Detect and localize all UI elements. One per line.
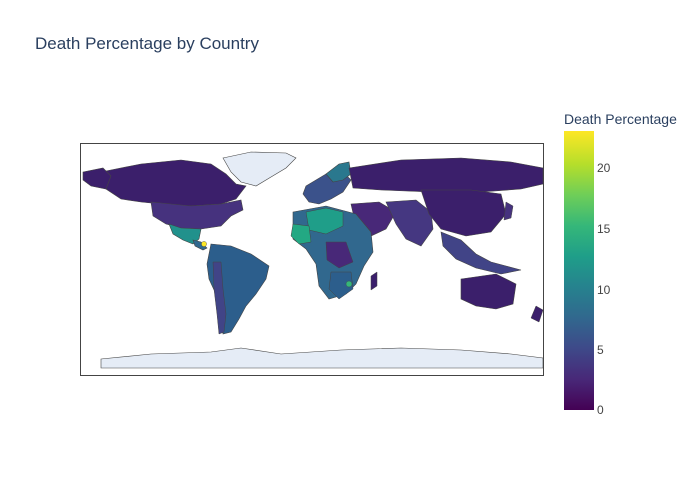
- colorbar-tick-20: 20: [597, 161, 611, 175]
- colorbar-tick-10: 10: [597, 283, 611, 297]
- region-canada: [100, 159, 247, 207]
- region-south-america-west: [212, 261, 227, 335]
- map-frame[interactable]: [80, 143, 544, 376]
- colorbar-tick-0: 0: [597, 403, 604, 417]
- region-africa-central: [325, 241, 354, 269]
- region-highlight-central-america: [201, 241, 207, 247]
- colorbar-tick-5: 5: [597, 343, 604, 357]
- region-new-zealand: [530, 305, 544, 323]
- colorbar: [564, 131, 594, 410]
- region-russia: [348, 157, 544, 193]
- region-east-asia: [420, 189, 507, 237]
- region-greenland: [222, 151, 297, 187]
- region-japan: [503, 201, 514, 221]
- region-antarctica: [100, 347, 544, 369]
- chart-title: Death Percentage by Country: [35, 34, 259, 53]
- region-south-asia: [385, 199, 434, 247]
- region-alaska: [82, 167, 112, 190]
- region-southeast-asia: [440, 231, 522, 275]
- colorbar-tick-15: 15: [597, 222, 611, 236]
- colorbar-title: Death Percentage: [564, 111, 677, 127]
- region-usa: [150, 199, 244, 230]
- region-australia: [460, 273, 517, 310]
- world-map[interactable]: [81, 144, 545, 377]
- region-highlight-southern-africa: [345, 280, 353, 288]
- region-africa-south: [328, 271, 354, 300]
- region-central-america: [192, 239, 208, 251]
- region-africa-west: [290, 223, 312, 245]
- region-madagascar: [370, 271, 378, 291]
